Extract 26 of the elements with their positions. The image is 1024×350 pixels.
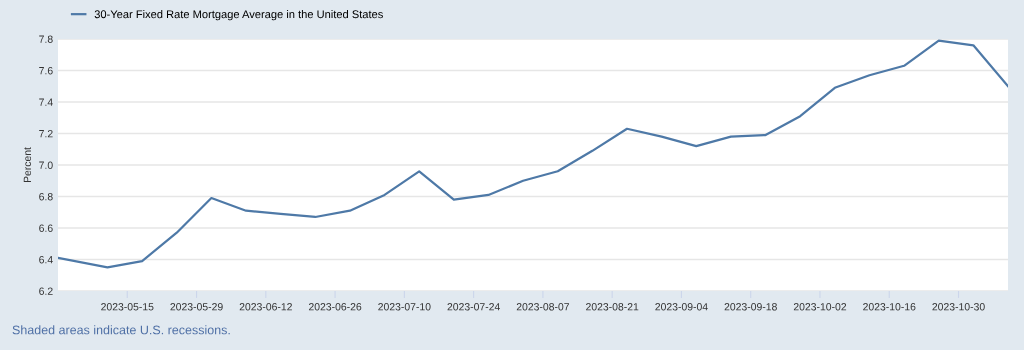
y-tick-label: 7.2 [39,130,53,138]
x-tick-label: 2023-05-29 [170,303,223,311]
y-tick-label: 6.4 [39,256,53,264]
y-tick-label: 7.8 [39,35,53,43]
y-tick-label: 7.6 [39,67,53,75]
x-tick-label: 2023-07-10 [378,303,431,311]
legend-label: 30-Year Fixed Rate Mortgage Average in the United States [94,10,383,21]
text: Shaded areas indicate U.S. recessions. [12,325,230,335]
x-tick-label: 2023-08-07 [516,303,570,311]
x-tick-label: 2023-09-04 [655,303,708,311]
x-tick-label: 2023-07-24 [447,303,500,311]
y-tick-label: 7.0 [39,161,53,169]
x-tick-label: 2023-08-21 [586,303,639,311]
x-tick-label: 2023-09-18 [724,303,777,311]
line-series [58,39,1008,269]
y-tick-label: 7.4 [39,98,53,106]
y-tick-label: 6.6 [39,224,53,232]
y-axis-title: Percent [23,147,32,183]
y-tick-label: 6.8 [39,193,53,201]
x-tick-label: 2023-05-15 [101,303,154,311]
x-tick-label: 2023-06-12 [239,303,292,311]
x-tick-label: 2023-10-30 [932,303,985,311]
x-tick-label: 2023-10-02 [793,303,847,311]
x-tick-label: 2023-06-26 [308,303,362,311]
x-tick-label: 2023-10-16 [863,303,916,311]
y-tick-label: 6.2 [39,287,53,295]
